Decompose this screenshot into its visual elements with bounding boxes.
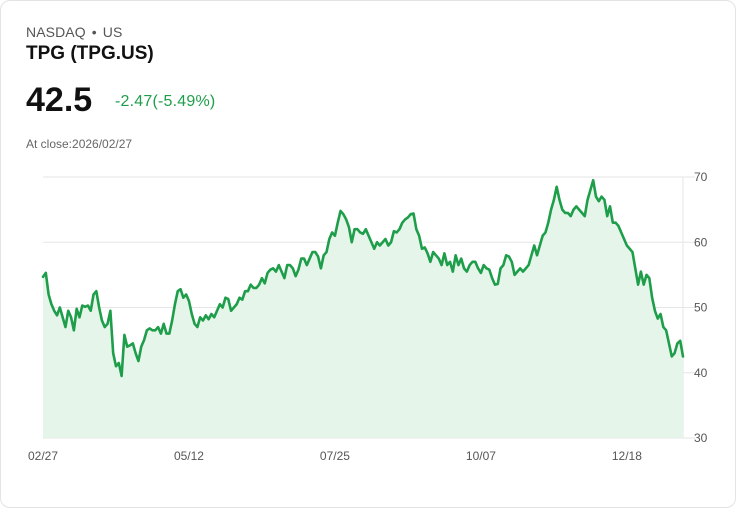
exchange-name: NASDAQ (26, 24, 86, 40)
x-tick-label: 07/25 (320, 449, 350, 463)
current-price: 42.5 (26, 81, 93, 119)
separator-dot: • (91, 24, 97, 40)
y-tick-label: 50 (694, 301, 708, 315)
price-line[interactable] (41, 178, 685, 378)
price-area-fill (43, 180, 683, 438)
y-tick-label: 60 (694, 235, 708, 249)
y-axis: 70 60 50 40 30 (694, 170, 708, 445)
x-tick-label: 05/12 (174, 449, 204, 463)
exchange-line: NASDAQ • US (26, 24, 122, 40)
country-code: US (102, 24, 123, 40)
price-change: -2.47(-5.49%) (115, 93, 216, 110)
y-tick-label: 70 (694, 170, 708, 184)
x-tick-label: 10/07 (466, 449, 496, 463)
ticker-title: TPG (TPG.US) (26, 43, 154, 64)
y-tick-label: 30 (694, 431, 708, 445)
x-tick-label: 02/27 (28, 449, 58, 463)
x-axis: 02/27 05/12 07/25 10/07 12/18 (28, 449, 642, 463)
y-tick-label: 40 (694, 366, 708, 380)
x-tick-label: 12/18 (612, 449, 642, 463)
close-date: At close:2026/02/27 (26, 137, 133, 151)
